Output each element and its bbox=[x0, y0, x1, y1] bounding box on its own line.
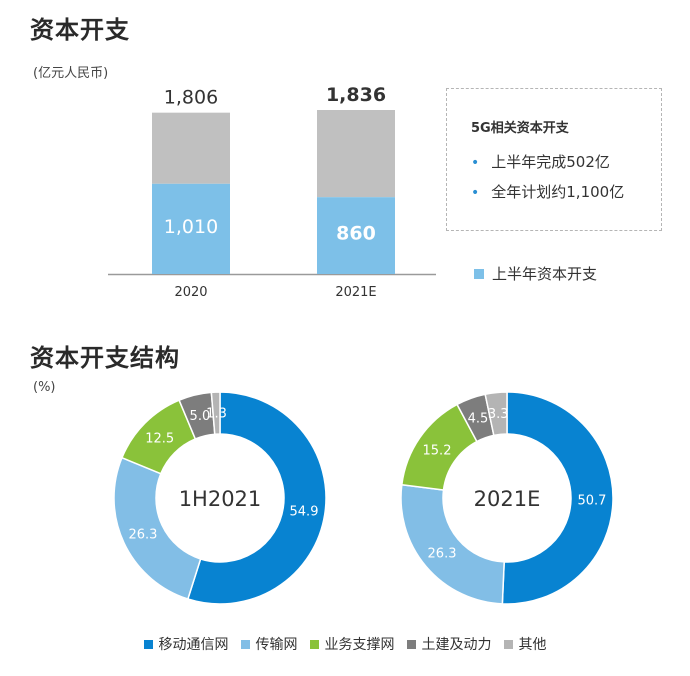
bar-category-0: 2020 bbox=[174, 285, 207, 300]
callout-title: 5G相关资本开支 bbox=[471, 121, 569, 136]
donut-2-label-4: 3.3 bbox=[488, 407, 509, 422]
donut-2-label-0: 50.7 bbox=[578, 493, 607, 508]
legend-label-2: 业务支撑网 bbox=[324, 637, 395, 653]
donut-2-center-label: 2021E bbox=[474, 487, 541, 511]
bar-unit-label: (亿元人民币) bbox=[33, 66, 109, 81]
legend-swatch-0 bbox=[143, 639, 153, 649]
donut-legend: 移动通信网 传输网 业务支撑网 土建及动力 其他 bbox=[0, 634, 690, 654]
donut-1-label-2: 12.5 bbox=[145, 432, 174, 447]
legend-item-3: 土建及动力 bbox=[406, 634, 492, 654]
legend-label-1: 传输网 bbox=[255, 637, 298, 653]
callout-item-text: 上半年完成502亿 bbox=[491, 153, 610, 171]
legend-swatch-half bbox=[474, 268, 484, 279]
donut-2-label-2: 15.2 bbox=[423, 443, 452, 458]
callout-item-1: • 上半年完成502亿 bbox=[471, 151, 610, 172]
legend-label-3: 土建及动力 bbox=[421, 637, 492, 653]
bar-total-label-1: 1,836 bbox=[326, 84, 386, 106]
donut-1-slice-4 bbox=[210, 391, 221, 436]
bar-category-1: 2021E bbox=[335, 285, 376, 300]
donut-1-label-4: 1.3 bbox=[206, 407, 227, 422]
legend-item-0: 移动通信网 bbox=[143, 634, 229, 654]
legend-swatch-1 bbox=[240, 639, 250, 649]
legend-label-0: 移动通信网 bbox=[158, 637, 229, 653]
donut-unit-label: (%) bbox=[33, 380, 56, 395]
bar-half-1 bbox=[317, 197, 395, 274]
donut-1-label-0: 54.9 bbox=[290, 505, 319, 520]
bar-legend: 上半年资本开支 bbox=[474, 263, 597, 284]
callout-item-2: • 全年计划约1,100亿 bbox=[471, 181, 624, 202]
bar-half-label-0: 1,010 bbox=[164, 216, 218, 238]
legend-item-1: 传输网 bbox=[240, 634, 298, 654]
bar-half-0 bbox=[152, 183, 230, 274]
donut-2-label-3: 4.5 bbox=[468, 412, 489, 427]
donut-1-label-3: 5.0 bbox=[190, 409, 211, 424]
bar-total-label-0: 1,806 bbox=[164, 87, 218, 109]
legend-swatch-3 bbox=[406, 639, 416, 649]
5g-capex-callout: 5G相关资本开支 • 上半年完成502亿 • 全年计划约1,100亿 bbox=[446, 88, 662, 231]
legend-item-4: 其他 bbox=[503, 634, 547, 654]
section-title-structure: 资本开支结构 bbox=[30, 344, 180, 372]
legend-swatch-4 bbox=[503, 639, 513, 649]
donut-1-label-1: 26.3 bbox=[128, 527, 157, 542]
callout-item-text: 全年计划约1,100亿 bbox=[491, 183, 625, 201]
legend-item-2: 业务支撑网 bbox=[309, 634, 395, 654]
legend-swatch-2 bbox=[309, 639, 319, 649]
bar-total-1 bbox=[317, 110, 395, 198]
bullet-icon: • bbox=[471, 155, 480, 171]
bullet-icon: • bbox=[471, 185, 480, 201]
donut-2-slice-1 bbox=[400, 483, 505, 605]
legend-label-4: 其他 bbox=[518, 637, 547, 653]
donut-2-slice-0 bbox=[501, 391, 614, 605]
bar-total-0 bbox=[152, 112, 230, 184]
donut-1-slice-0 bbox=[186, 391, 327, 605]
section-title-capex: 资本开支 bbox=[30, 16, 130, 44]
donut-1-center-label: 1H2021 bbox=[179, 487, 262, 511]
donut-1-slice-1 bbox=[113, 456, 202, 600]
donut-2-label-1: 26.3 bbox=[428, 546, 457, 561]
legend-label-half: 上半年资本开支 bbox=[492, 265, 598, 283]
donut-2-slice-4 bbox=[484, 391, 508, 437]
bar-half-label-1: 860 bbox=[336, 223, 376, 245]
